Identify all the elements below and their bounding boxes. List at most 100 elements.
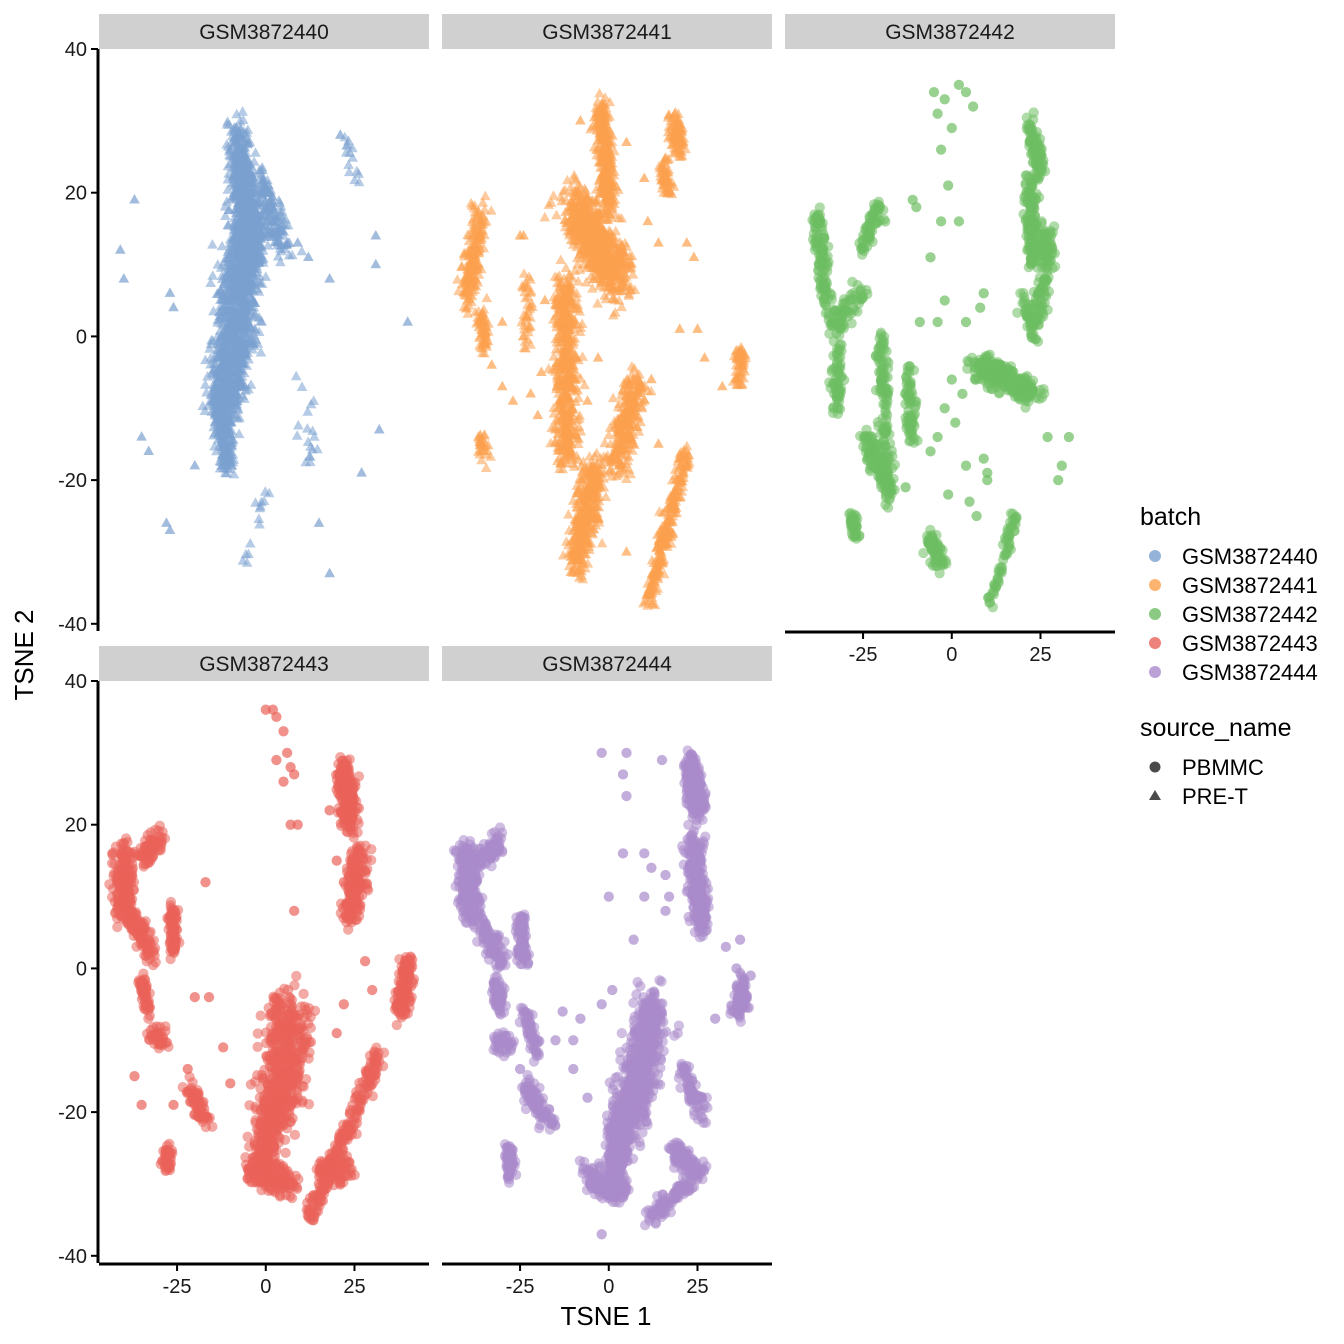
data-point: [255, 211, 267, 221]
data-point: [624, 420, 635, 430]
data-point: [222, 141, 234, 151]
data-point: [592, 111, 603, 121]
data-point: [657, 507, 668, 517]
data-point: [607, 466, 618, 476]
data-point: [626, 368, 638, 379]
data-point: [614, 274, 626, 284]
data-point: [452, 274, 463, 284]
data-point: [608, 283, 620, 293]
data-point: [242, 203, 254, 213]
data-point: [567, 429, 578, 439]
data-point: [636, 402, 648, 413]
data-point: [549, 271, 561, 281]
data-point: [231, 393, 243, 403]
data-point: [231, 108, 242, 119]
data-point: [243, 158, 255, 168]
data-point: [458, 301, 470, 312]
data-point: [254, 519, 265, 529]
data-point: [208, 429, 219, 440]
data-point: [227, 433, 238, 444]
data-point: [569, 461, 580, 471]
data-point: [240, 385, 252, 395]
data-point: [214, 373, 225, 384]
data-point: [596, 202, 607, 213]
data-point: [592, 251, 603, 262]
data-point: [205, 277, 216, 287]
data-point: [573, 438, 584, 448]
data-point: [255, 500, 266, 511]
data-point: [216, 240, 228, 251]
data-point: [229, 180, 240, 190]
data-point: [253, 513, 265, 523]
data-point: [604, 158, 615, 169]
data-point: [566, 344, 578, 355]
data-point: [276, 245, 287, 256]
data-point: [633, 426, 645, 436]
data-point: [213, 306, 225, 317]
data-point: [168, 301, 179, 312]
data-point: [303, 251, 314, 261]
data-point: [232, 341, 244, 351]
data-point: [565, 407, 577, 417]
data-point: [233, 199, 244, 209]
data-point: [293, 419, 304, 430]
data-point: [550, 310, 562, 320]
data-point: [222, 184, 234, 194]
data-point: [642, 587, 653, 598]
data-point: [308, 395, 319, 405]
data-point: [402, 316, 413, 326]
data-point: [609, 145, 620, 156]
data-point: [221, 340, 232, 350]
data-point: [626, 361, 638, 371]
data-point: [565, 368, 577, 378]
data-point: [477, 347, 488, 357]
data-point: [647, 598, 658, 608]
data-point: [212, 407, 224, 418]
data-point: [304, 450, 316, 461]
data-point: [473, 247, 485, 258]
data-point: [613, 417, 625, 427]
data-point: [573, 179, 585, 189]
data-point: [563, 509, 574, 519]
data-point: [313, 517, 325, 527]
data-point: [207, 270, 218, 280]
data-point: [587, 121, 598, 131]
data-point: [622, 396, 633, 407]
data-point: [681, 458, 693, 468]
data-point: [576, 504, 588, 515]
data-point: [200, 354, 211, 365]
data-point: [164, 524, 176, 534]
data-point: [555, 254, 567, 264]
data-point: [161, 517, 172, 527]
data-point: [557, 328, 568, 339]
data-point: [472, 209, 484, 220]
data-point: [230, 311, 242, 321]
data-point: [584, 212, 596, 223]
data-point: [240, 151, 251, 162]
data-point: [248, 174, 260, 184]
data-point: [222, 391, 233, 402]
data-point: [679, 450, 691, 460]
facet-strip: [442, 14, 772, 49]
data-point: [232, 263, 244, 273]
data-point: [210, 379, 221, 389]
data-point: [221, 352, 232, 362]
data-point: [579, 470, 590, 480]
data-point: [238, 280, 250, 290]
data-point: [245, 379, 257, 389]
data-point: [219, 397, 231, 408]
data-point: [220, 437, 232, 447]
facet-strip-label: GSM3872441: [542, 21, 672, 44]
data-point: [249, 242, 261, 253]
data-point: [281, 238, 292, 249]
data-point: [550, 436, 562, 446]
data-point: [604, 111, 615, 121]
data-point: [600, 293, 612, 304]
data-point: [265, 196, 276, 206]
data-point: [143, 445, 154, 455]
data-point: [290, 370, 302, 381]
data-point: [568, 360, 579, 371]
data-point: [453, 285, 464, 296]
data-point: [660, 526, 672, 537]
